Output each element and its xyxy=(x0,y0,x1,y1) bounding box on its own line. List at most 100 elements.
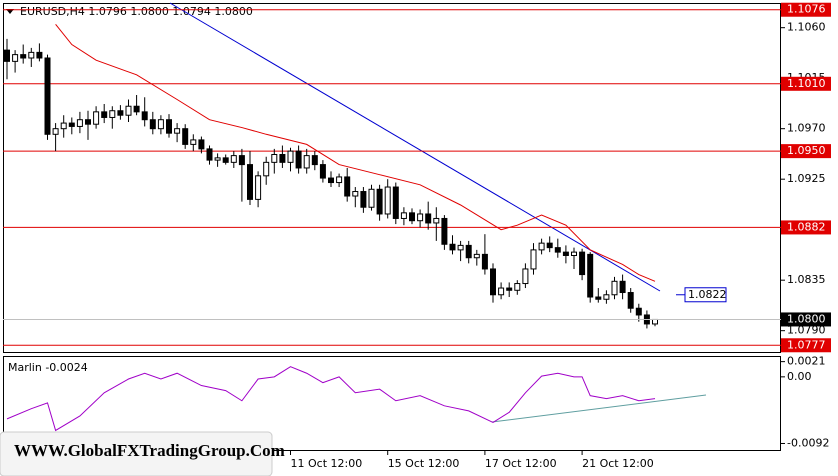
x-tick-label: 17 Oct 12:00 xyxy=(485,457,557,470)
candle-body xyxy=(255,175,262,200)
candle-body xyxy=(465,244,472,259)
candle-body xyxy=(344,176,351,197)
candle-body xyxy=(392,186,399,219)
watermark-group: WWW.GlobalFXTradingGroup.Com xyxy=(0,431,285,476)
candle-body xyxy=(425,213,432,224)
candle-body xyxy=(352,191,359,197)
candle-body xyxy=(376,188,383,215)
trendline xyxy=(169,2,661,292)
candle-body xyxy=(182,128,189,145)
candle-body xyxy=(93,111,100,125)
candle-body xyxy=(514,283,521,291)
level-label-bg xyxy=(781,220,831,235)
candle-body xyxy=(60,122,67,130)
menu-arrow xyxy=(6,9,14,14)
candle-body xyxy=(279,153,286,163)
candle-body xyxy=(76,119,83,127)
candle-body xyxy=(222,157,229,163)
current-price-bg xyxy=(781,312,831,327)
candle-body xyxy=(473,253,480,259)
moving-average xyxy=(55,24,656,282)
candle-body xyxy=(52,128,59,135)
main-frame xyxy=(3,3,781,353)
candle-body xyxy=(295,150,302,169)
candle-body xyxy=(433,217,440,224)
trendline-label-box xyxy=(684,287,727,303)
candle-body xyxy=(611,280,618,296)
candle-body xyxy=(303,155,310,169)
candle-body xyxy=(174,128,181,134)
current-price-label: 1.0800 xyxy=(787,312,826,325)
indicator-trendline xyxy=(491,394,707,423)
candle-body xyxy=(319,164,326,179)
candle-body xyxy=(141,111,148,121)
candle-body xyxy=(328,177,334,184)
candle-body xyxy=(68,122,75,127)
candle-body xyxy=(652,318,658,325)
y-tick-label: 1.1060 xyxy=(787,21,826,34)
level-label-bg xyxy=(781,2,831,17)
candle-body xyxy=(336,176,343,184)
candle-body xyxy=(400,212,407,219)
x-tick-label: 21 Oct 12:00 xyxy=(582,457,654,470)
candle-body xyxy=(530,249,537,270)
candle-body xyxy=(125,105,132,116)
candle-body xyxy=(149,119,156,130)
candle-body xyxy=(546,242,553,249)
candle-body xyxy=(449,243,456,251)
candle-body xyxy=(230,155,237,163)
candle-body xyxy=(117,110,124,116)
chart-title: EURUSD,H4 1.0796 1.0800 1.0794 1.0800 xyxy=(20,5,253,18)
watermark: WWW.GlobalFXTradingGroup.Com xyxy=(14,441,285,460)
level-label-bg xyxy=(781,76,831,91)
level-label: 1.0950 xyxy=(787,144,826,157)
candle-body xyxy=(311,155,318,166)
candle-body xyxy=(28,51,35,59)
candle-body xyxy=(206,148,213,161)
candle-body xyxy=(579,251,586,276)
candle-body xyxy=(554,247,561,253)
candle-body xyxy=(238,155,245,166)
candle-body xyxy=(36,51,43,59)
candle-body xyxy=(190,139,197,145)
candle-body xyxy=(441,217,448,245)
candle-body xyxy=(198,139,205,150)
candle-body xyxy=(498,287,505,296)
candle-body xyxy=(166,119,172,134)
candle-body xyxy=(627,292,634,309)
candle-body xyxy=(247,164,253,200)
candle-body xyxy=(101,111,108,118)
y-tick-label: 1.0970 xyxy=(787,122,826,135)
level-label: 1.1010 xyxy=(787,77,826,90)
candle-body xyxy=(619,280,626,294)
y-tick-label: 1.0835 xyxy=(787,273,826,286)
candle-body xyxy=(271,153,278,163)
candle-body xyxy=(360,191,367,208)
candle-body xyxy=(522,268,529,285)
candle-body xyxy=(490,268,496,296)
indicator-line xyxy=(6,366,656,432)
indicator-y-tick-label: 0.0021 xyxy=(787,355,826,368)
level-label: 1.0777 xyxy=(787,338,826,351)
candle-body xyxy=(85,119,91,125)
candle-body xyxy=(263,161,270,177)
candle-body xyxy=(157,119,164,130)
trendline-label: 1.0822 xyxy=(688,288,727,301)
y-tick-label: 1.0790 xyxy=(787,324,826,337)
candle-body xyxy=(133,105,140,113)
candle-body xyxy=(44,57,51,135)
x-tick-label: 11 Oct 12:00 xyxy=(291,457,363,470)
candle-body xyxy=(538,242,545,251)
watermark-box xyxy=(0,431,273,476)
candle-body xyxy=(12,54,19,62)
candle-body xyxy=(214,157,221,161)
candle-body xyxy=(603,294,610,300)
indicator-y-tick-label: 0.00 xyxy=(787,370,812,383)
x-tick-label: 15 Oct 12:00 xyxy=(388,457,460,470)
candle-body xyxy=(20,54,27,59)
candle-body xyxy=(4,49,10,62)
candle-body xyxy=(287,150,294,163)
candle-body xyxy=(562,251,569,256)
